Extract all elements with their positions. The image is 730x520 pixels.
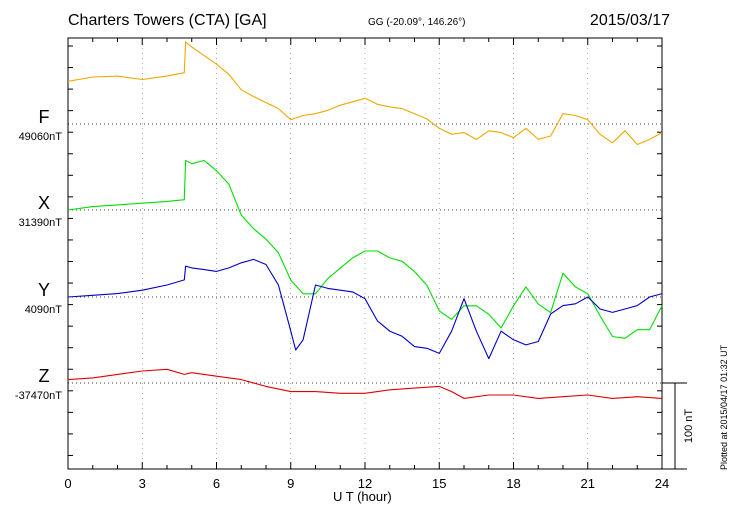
x-tick-label: 3 (139, 476, 146, 491)
x-tick-label: 0 (64, 476, 71, 491)
x-tick-label: 15 (432, 476, 446, 491)
series-y-line (67, 258, 663, 360)
x-axis-label: U T (hour) (333, 489, 392, 504)
component-y-label: Y (37, 280, 50, 300)
x-tick-label: 9 (287, 476, 294, 491)
baseline-x-label: 31390nT (18, 217, 62, 229)
baseline-f-label: 49060nT (18, 131, 62, 143)
baseline-y-label: 4090nT (24, 304, 62, 316)
series-z-line (67, 368, 663, 399)
component-z-label: Z (38, 366, 50, 386)
x-tick-label: 24 (655, 476, 669, 491)
scale-bar-label: 100 nT (683, 409, 695, 444)
series-x-line (67, 159, 663, 339)
coordinates-label: GG (-20.09°, 146.26°) (368, 17, 466, 28)
station-title: Charters Towers (CTA) [GA] (68, 12, 267, 29)
x-tick-label: 18 (506, 476, 520, 491)
component-f-label: F (38, 107, 50, 127)
x-tick-label: 21 (581, 476, 595, 491)
component-x-label: X (37, 193, 50, 213)
series-f-line (67, 41, 663, 146)
date-label: 2015/03/17 (589, 12, 670, 29)
x-tick-label: 6 (213, 476, 220, 491)
x-tick-label: 12 (358, 476, 372, 491)
baseline-z-label: -37470nT (14, 390, 62, 402)
